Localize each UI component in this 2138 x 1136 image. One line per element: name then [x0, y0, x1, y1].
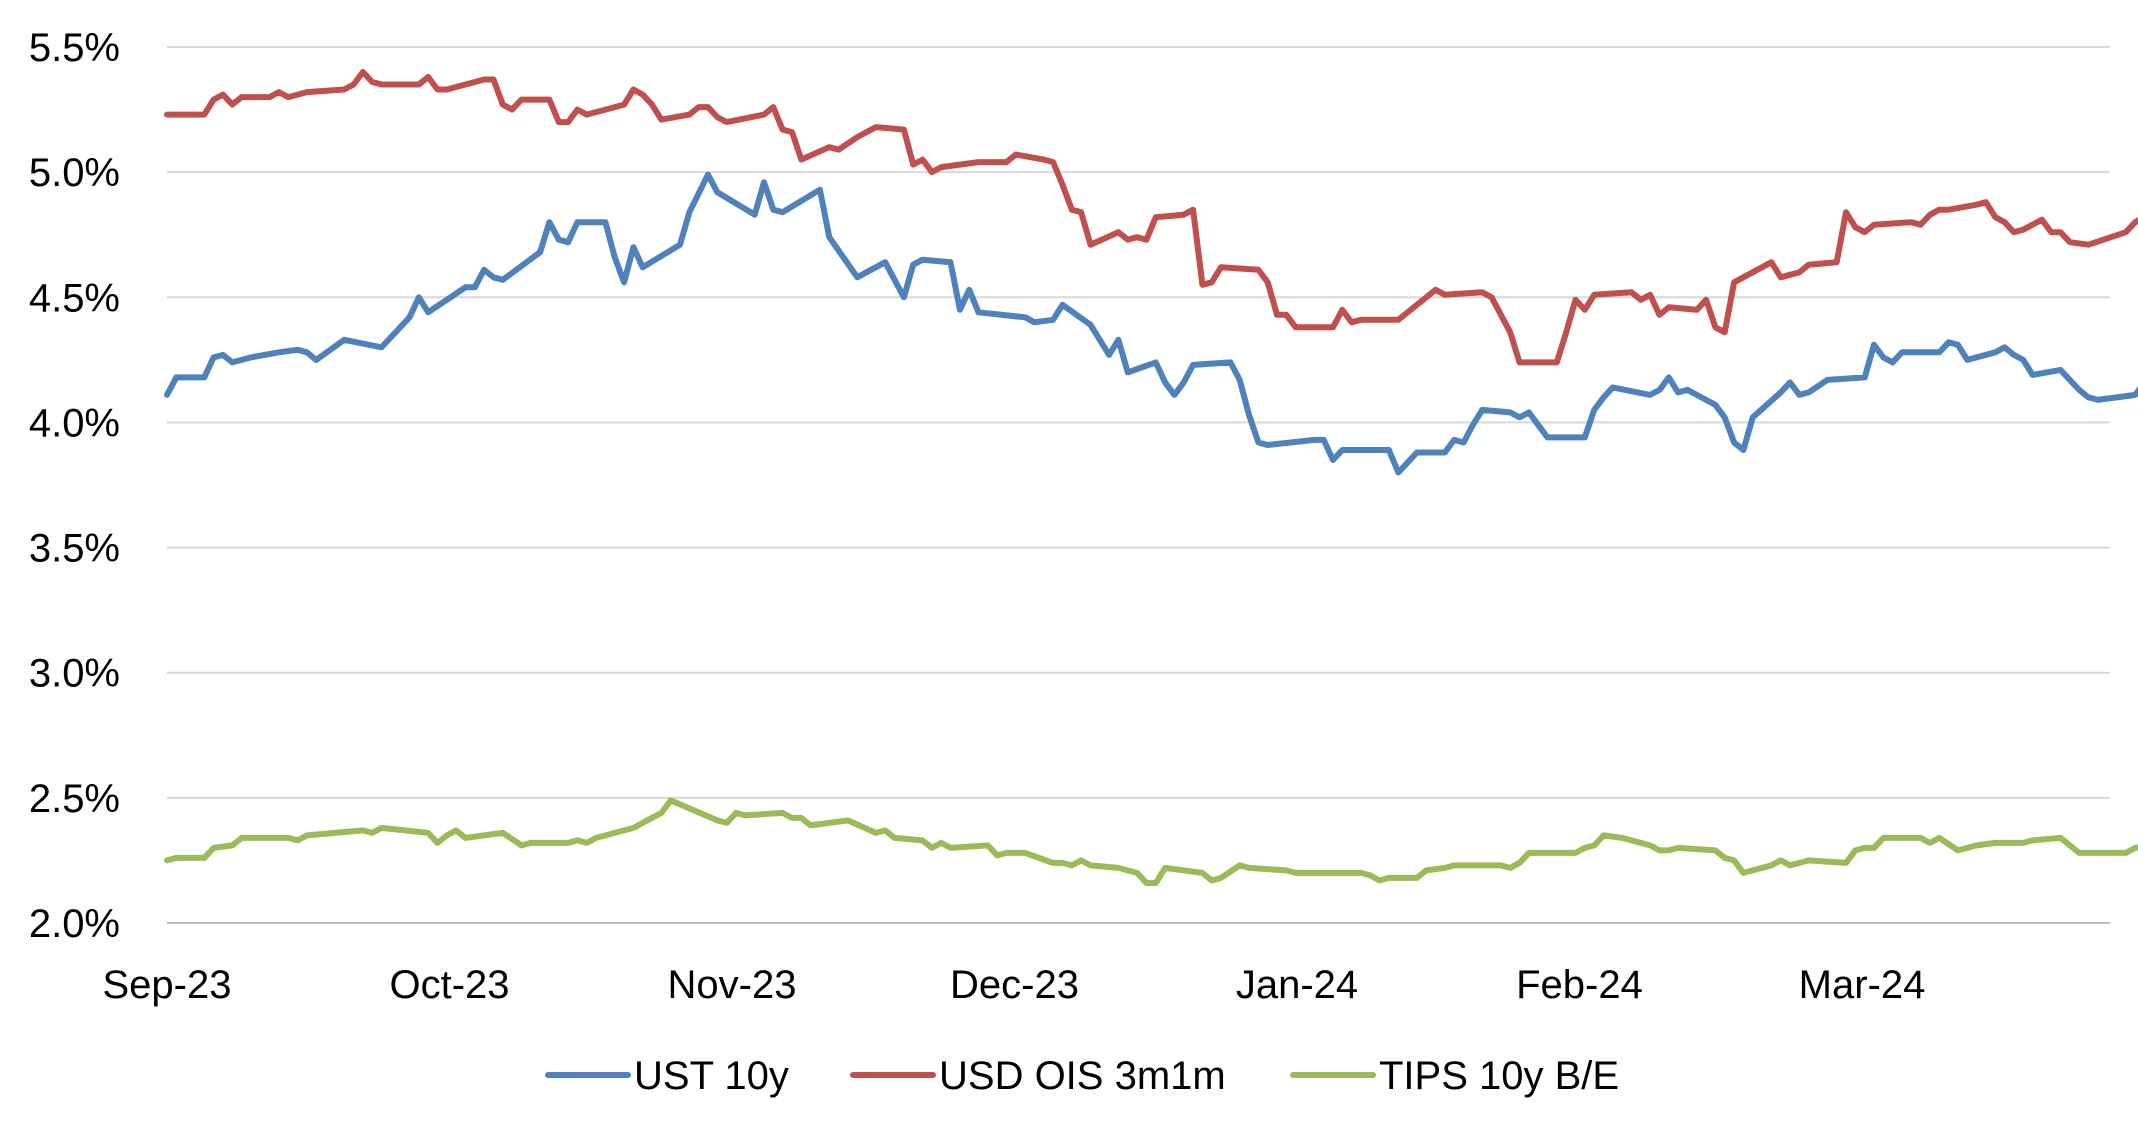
- x-tick-label: Sep-23: [103, 963, 232, 1007]
- series-lines: [164, 69, 2138, 886]
- x-tick-label: Dec-23: [950, 963, 1079, 1007]
- x-tick-label: Jan-24: [1236, 963, 1358, 1007]
- y-tick-label: 2.0%: [29, 902, 120, 946]
- x-tick-label: Nov-23: [668, 963, 797, 1007]
- y-tick-label: 3.5%: [29, 527, 120, 571]
- y-tick-label: 3.0%: [29, 652, 120, 696]
- legend-label-usd-ois-3m1m: USD OIS 3m1m: [939, 1054, 1226, 1098]
- legend-label-tips-10y-b-e: TIPS 10y B/E: [1379, 1054, 1619, 1098]
- x-tick-label: Mar-24: [1799, 963, 1926, 1007]
- y-tick-label: 5.0%: [29, 151, 120, 195]
- y-tick-label: 5.5%: [29, 26, 120, 70]
- gridlines: [167, 46, 2110, 799]
- x-tick-label: Feb-24: [1516, 963, 1643, 1007]
- legend: UST 10y USD OIS 3m1m TIPS 10y B/E: [545, 1054, 1619, 1098]
- y-tick-label: 4.0%: [29, 401, 120, 445]
- x-tick-label: Oct-23: [389, 963, 509, 1007]
- y-tick-label: 4.5%: [29, 276, 120, 320]
- series-line-usd-ois-3m1m: [164, 69, 2138, 366]
- x-axis-tick-labels: Sep-23 Oct-23 Nov-23 Dec-23 Jan-24 Feb-24 Mar-…: [103, 963, 1926, 1007]
- y-axis-tick-labels: 2.0% 2.5% 3.0% 3.5% 4.0% 4.5% 5.0% 5.5%: [29, 26, 120, 946]
- y-tick-label: 2.5%: [29, 777, 120, 821]
- series-line-ust-10y: [164, 171, 2138, 476]
- series-line-tips-10y-b-e: [164, 797, 2138, 886]
- legend-label-ust-10y: UST 10y: [634, 1054, 789, 1098]
